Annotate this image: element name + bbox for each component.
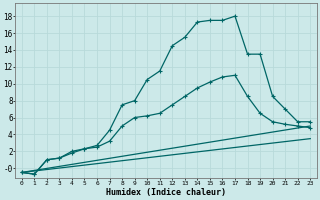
X-axis label: Humidex (Indice chaleur): Humidex (Indice chaleur) xyxy=(106,188,226,197)
